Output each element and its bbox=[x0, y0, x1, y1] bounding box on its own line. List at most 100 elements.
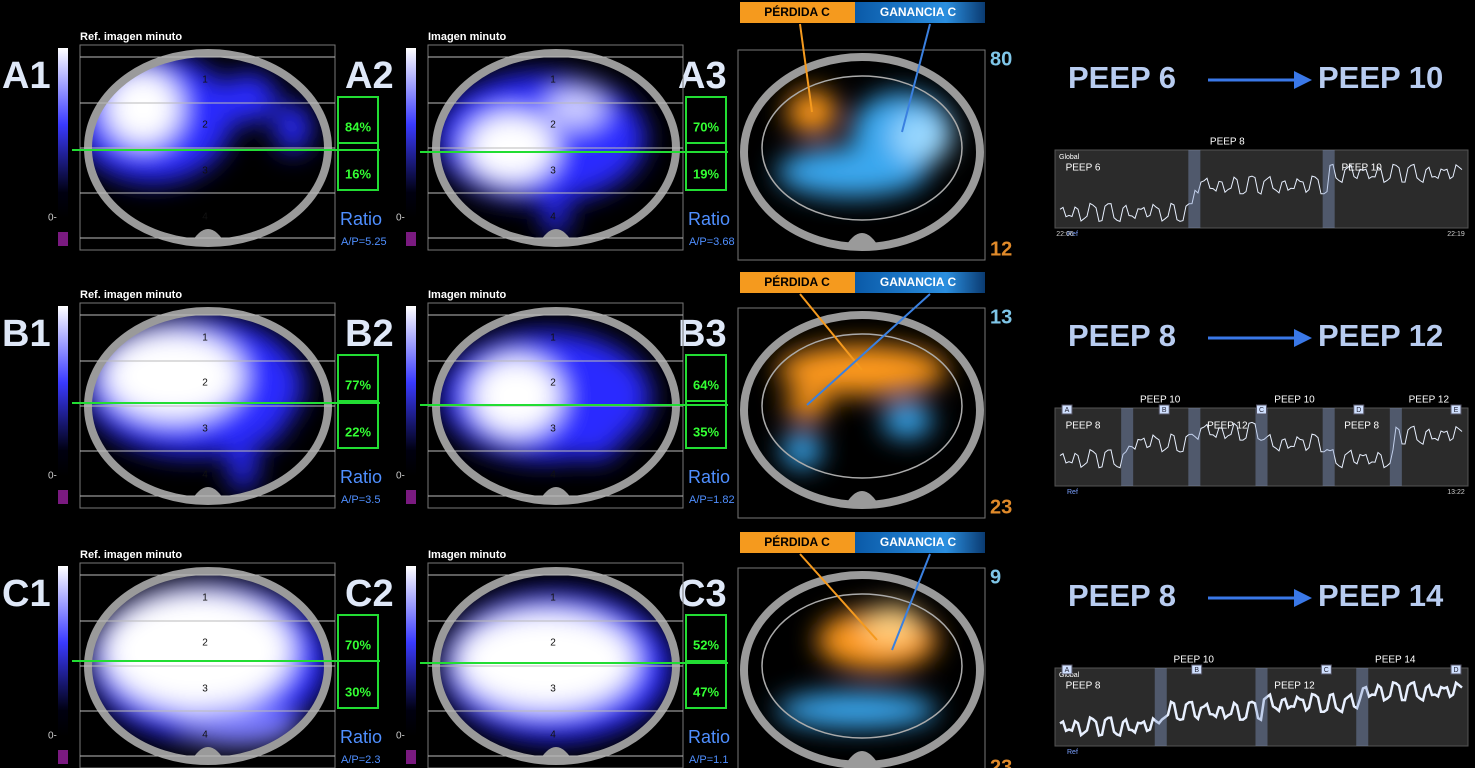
marker-label: E bbox=[1454, 407, 1459, 414]
phase-label: PEEP 12 bbox=[1409, 395, 1450, 406]
phase-label: PEEP 14 bbox=[1375, 655, 1416, 666]
color-bar bbox=[406, 48, 416, 218]
region-number: 3 bbox=[550, 166, 556, 177]
loss-tag bbox=[740, 532, 855, 553]
anterior-percent: 64% bbox=[693, 377, 719, 392]
region-number: 1 bbox=[550, 333, 556, 344]
trend-time: 22:06 bbox=[1056, 231, 1074, 238]
scale-min: 23 bbox=[990, 756, 1012, 768]
marker-box bbox=[1191, 664, 1203, 675]
marker-box bbox=[1320, 664, 1332, 675]
phase-label: PEEP 10 bbox=[1274, 395, 1315, 406]
region-number: 4 bbox=[550, 730, 556, 741]
peep-arrowhead bbox=[1294, 589, 1312, 607]
panel-label: B2 bbox=[345, 313, 394, 355]
panel-label: A1 bbox=[2, 55, 51, 97]
spine bbox=[538, 487, 574, 503]
ap-ratio: A/P=5.25 bbox=[341, 236, 387, 248]
color-bar-min bbox=[58, 490, 68, 504]
peep-to: PEEP 10 bbox=[1318, 60, 1443, 95]
spine bbox=[538, 747, 574, 763]
ap-ratio: A/P=3.5 bbox=[341, 494, 380, 506]
marker-label: A bbox=[1065, 407, 1070, 414]
trend-title: Global bbox=[1059, 672, 1080, 679]
panel-frame bbox=[737, 567, 986, 768]
blob bbox=[456, 611, 636, 711]
phase-label: PEEP 10 bbox=[1140, 395, 1181, 406]
panel-label: C1 bbox=[2, 573, 51, 615]
region-number: 2 bbox=[202, 378, 208, 389]
region-number: 3 bbox=[202, 684, 208, 695]
phase-band bbox=[1322, 150, 1335, 228]
ratio-label: Ratio bbox=[340, 467, 382, 487]
gain-pointer bbox=[806, 293, 931, 406]
ratio-label: Ratio bbox=[340, 727, 382, 747]
ratio-label: Ratio bbox=[340, 209, 382, 229]
gain-pointer bbox=[901, 23, 931, 133]
region-number: 4 bbox=[550, 212, 556, 223]
gain-label: GANANCIA C bbox=[880, 5, 957, 19]
phase-label: PEEP 12 bbox=[1207, 421, 1248, 432]
panel-label: B3 bbox=[678, 313, 727, 355]
spine bbox=[844, 233, 880, 249]
marker-box bbox=[1061, 404, 1073, 415]
phase-label: PEEP 8 bbox=[1066, 681, 1101, 692]
peep-arrowhead bbox=[1294, 329, 1312, 347]
blob bbox=[782, 432, 822, 468]
panel-label: A2 bbox=[345, 55, 394, 97]
blob bbox=[862, 605, 922, 645]
loss-label: PÉRDIDA C bbox=[764, 534, 830, 549]
trend-bg bbox=[1054, 667, 1469, 747]
panel-label: C3 bbox=[678, 573, 727, 615]
trend-time: 22:19 bbox=[1447, 231, 1465, 238]
scale-min: 12 bbox=[990, 238, 1012, 260]
ventilation-map bbox=[88, 316, 303, 491]
blob bbox=[218, 73, 278, 123]
spine bbox=[190, 747, 226, 763]
blobs bbox=[441, 331, 651, 461]
marker-box bbox=[1450, 664, 1462, 675]
blob bbox=[103, 591, 293, 711]
gain-tag bbox=[855, 532, 985, 553]
scale-max: 9 bbox=[990, 566, 1001, 588]
peep-arrowhead bbox=[1294, 71, 1312, 89]
trend-bg bbox=[1054, 149, 1469, 229]
phase-band bbox=[1356, 668, 1369, 746]
region-number: 2 bbox=[202, 638, 208, 649]
blob bbox=[103, 331, 243, 421]
marker-label: B bbox=[1162, 407, 1167, 414]
gain-label: GANANCIA C bbox=[880, 535, 957, 549]
blob bbox=[275, 103, 311, 153]
scale-min: 23 bbox=[990, 496, 1012, 518]
phase-band bbox=[1255, 408, 1268, 486]
spine bbox=[190, 229, 226, 245]
lung-contour bbox=[761, 593, 963, 739]
trend-line bbox=[1059, 163, 1463, 223]
ratio-label: Ratio bbox=[688, 467, 730, 487]
scale-min: 0- bbox=[396, 731, 405, 742]
phase-label: PEEP 6 bbox=[1066, 163, 1101, 174]
blob bbox=[229, 441, 257, 491]
blob bbox=[571, 411, 621, 461]
color-bar bbox=[406, 566, 416, 736]
region-number: 2 bbox=[550, 120, 556, 131]
scale-min: 0- bbox=[396, 471, 405, 482]
region-number: 1 bbox=[202, 593, 208, 604]
loss-pointer bbox=[799, 553, 878, 641]
phase-band bbox=[1389, 408, 1402, 486]
phase-band bbox=[1188, 150, 1201, 228]
gain-label: GANANCIA C bbox=[880, 275, 957, 289]
color-bar-min bbox=[58, 232, 68, 246]
posterior-percent: 35% bbox=[693, 424, 719, 439]
phase-band bbox=[1255, 668, 1268, 746]
anterior-percent: 70% bbox=[345, 637, 371, 652]
ventilation-map bbox=[441, 331, 651, 461]
marker-label: B bbox=[1194, 667, 1199, 674]
region-number: 2 bbox=[550, 378, 556, 389]
blob bbox=[471, 356, 561, 436]
posterior-percent: 16% bbox=[345, 166, 371, 181]
region-number: 3 bbox=[202, 166, 208, 177]
blob bbox=[233, 406, 283, 446]
blob bbox=[892, 112, 952, 162]
region-number: 1 bbox=[202, 75, 208, 86]
